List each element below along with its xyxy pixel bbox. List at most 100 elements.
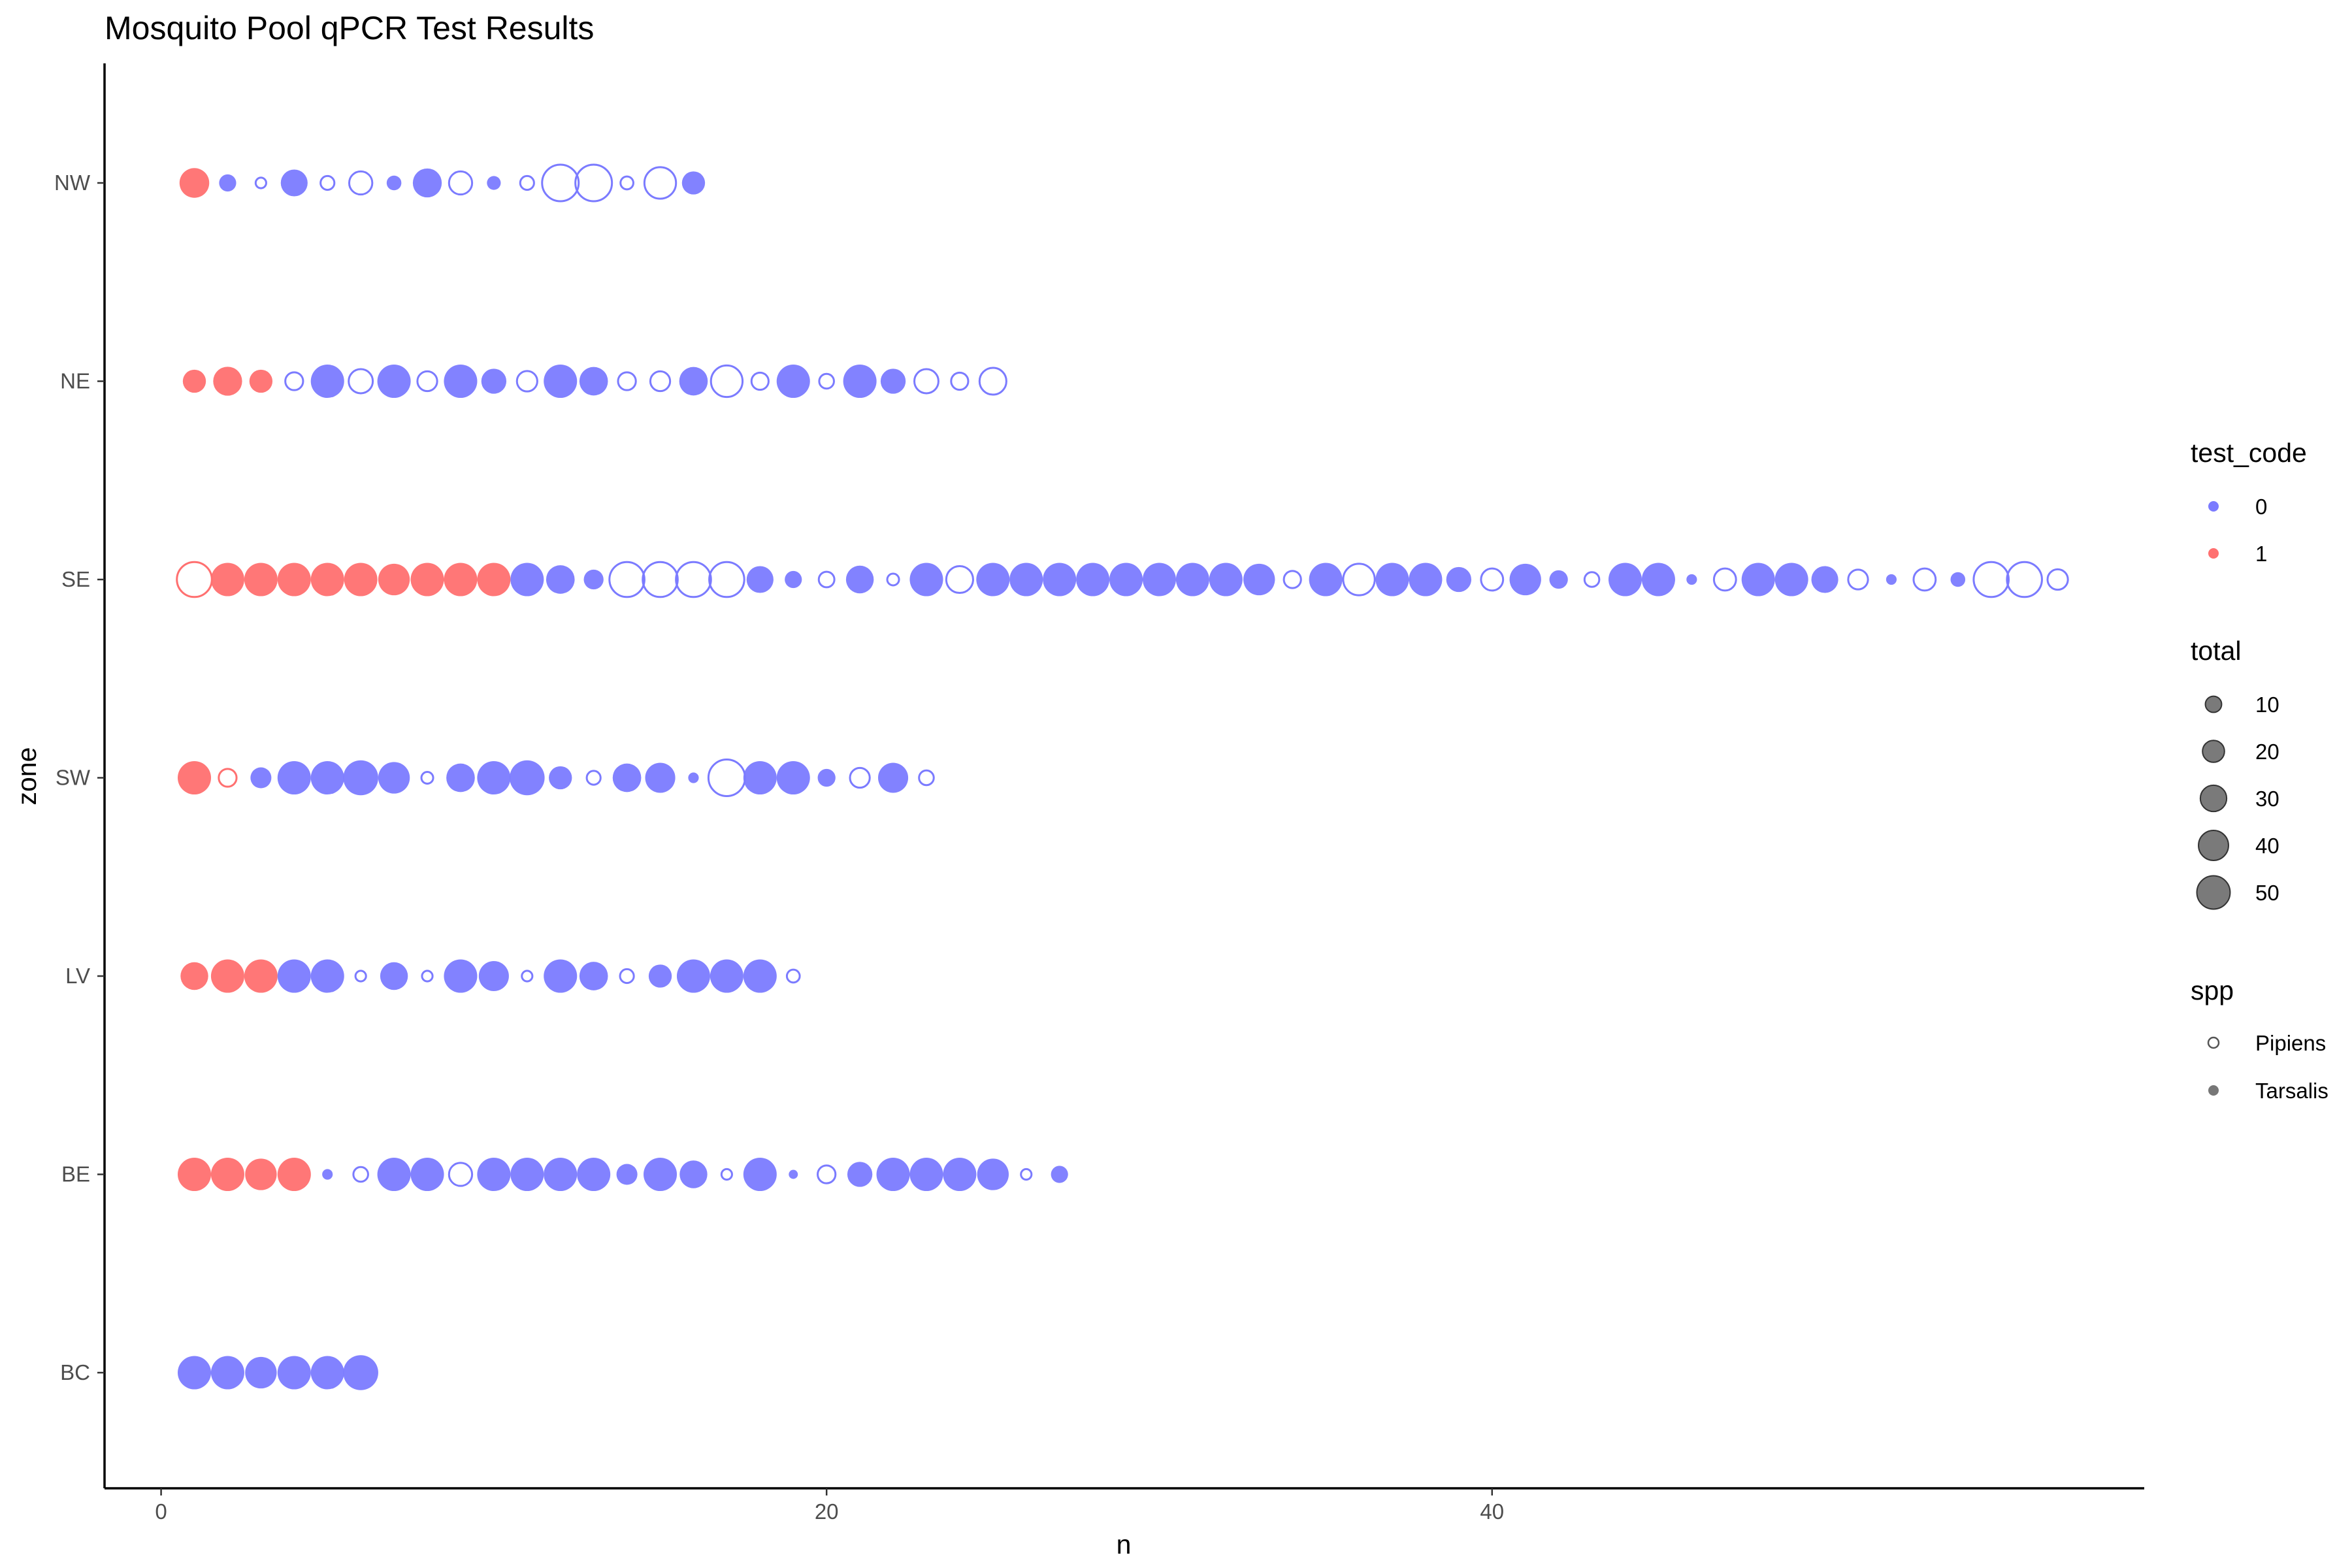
- legend-label-tarsalis: Tarsalis: [2255, 1079, 2328, 1103]
- data-point: [210, 1157, 244, 1192]
- data-point: [510, 563, 544, 596]
- data-point: [886, 572, 900, 587]
- data-point: [785, 570, 802, 589]
- data-point: [1509, 563, 1541, 596]
- data-point: [348, 170, 374, 196]
- data-point: [876, 1157, 910, 1192]
- data-point: [878, 762, 909, 793]
- data-point: [1608, 563, 1642, 596]
- legend-key-test-code-0: [2208, 501, 2219, 512]
- data-point: [378, 762, 410, 794]
- data-point: [348, 368, 374, 395]
- data-point: [950, 371, 970, 391]
- legend-key-total: [2198, 830, 2229, 861]
- data-point: [1847, 568, 1869, 591]
- data-point: [420, 770, 434, 785]
- data-point: [478, 960, 509, 992]
- data-point: [945, 564, 974, 595]
- x-axis-title: n: [1117, 1529, 1132, 1560]
- data-point: [585, 770, 602, 786]
- data-point: [880, 368, 906, 394]
- data-point: [1076, 563, 1110, 596]
- y-tick-label: NW: [54, 171, 91, 195]
- data-point: [817, 1164, 837, 1184]
- data-point: [277, 760, 311, 795]
- data-point: [310, 563, 344, 596]
- legend-label-pipiens: Pipiens: [2255, 1031, 2326, 1055]
- data-point: [1342, 563, 1376, 596]
- data-point: [380, 962, 408, 990]
- y-axis-ticks: NW NE SE SW LV BE BC: [54, 171, 105, 1384]
- data-point: [410, 563, 444, 596]
- data-point: [510, 760, 545, 796]
- data-point: [284, 371, 304, 391]
- data-point: [444, 959, 478, 993]
- data-point: [487, 176, 501, 190]
- data-point: [1912, 567, 1937, 592]
- data-point: [817, 570, 836, 589]
- data-point: [213, 367, 242, 396]
- data-point: [421, 970, 434, 983]
- data-point: [1712, 567, 1737, 592]
- data-point: [277, 1157, 311, 1192]
- data-point: [849, 766, 871, 789]
- data-point: [477, 760, 511, 795]
- y-tick-label: NE: [60, 369, 90, 393]
- legend-spp: spp Pipiens Tarsalis: [2191, 975, 2328, 1103]
- x-tick-label: 40: [1480, 1499, 1504, 1524]
- legend-key-total: [2196, 875, 2231, 910]
- data-point: [343, 1355, 378, 1390]
- data-point: [649, 370, 672, 393]
- data-point: [244, 563, 278, 596]
- legend-title-spp: spp: [2191, 975, 2234, 1005]
- data-point: [448, 1162, 474, 1187]
- data-point: [943, 1157, 977, 1192]
- data-point: [643, 166, 678, 200]
- data-point: [1175, 563, 1209, 596]
- y-tick-label: SW: [56, 766, 91, 790]
- data-point: [254, 176, 267, 189]
- data-point: [1375, 563, 1409, 596]
- data-point: [909, 563, 943, 596]
- data-point: [343, 760, 378, 796]
- data-point: [277, 563, 311, 596]
- data-point: [843, 364, 877, 399]
- data-point: [177, 760, 212, 795]
- data-point: [1446, 566, 1472, 593]
- data-point: [544, 959, 578, 993]
- data-point: [310, 1356, 344, 1390]
- data-point: [1051, 1166, 1068, 1183]
- data-points: [176, 163, 2069, 1390]
- data-point: [1043, 563, 1077, 596]
- legend-label-total: 40: [2255, 834, 2279, 858]
- data-point: [446, 763, 475, 792]
- data-point: [1583, 571, 1601, 588]
- data-point: [521, 970, 534, 983]
- data-point: [977, 1158, 1009, 1190]
- data-point: [675, 561, 712, 598]
- data-point: [310, 959, 344, 993]
- data-point: [544, 364, 578, 399]
- data-point: [619, 175, 634, 191]
- data-point: [1886, 574, 1897, 585]
- data-point: [1009, 563, 1043, 596]
- data-point: [1741, 563, 1775, 596]
- data-point: [2006, 561, 2043, 598]
- data-point: [1641, 563, 1675, 596]
- data-point: [444, 364, 478, 399]
- data-point: [244, 959, 278, 993]
- data-point: [412, 168, 442, 198]
- data-point: [177, 1157, 212, 1192]
- data-point: [245, 1356, 277, 1389]
- data-point: [310, 364, 344, 399]
- data-point: [720, 1168, 733, 1181]
- data-point: [1811, 566, 1838, 593]
- data-point: [219, 174, 237, 192]
- data-point: [322, 1169, 333, 1180]
- data-point: [1409, 563, 1443, 596]
- data-point: [277, 1356, 311, 1390]
- data-point: [1950, 572, 1966, 587]
- data-point: [577, 1157, 611, 1192]
- data-point: [182, 369, 206, 393]
